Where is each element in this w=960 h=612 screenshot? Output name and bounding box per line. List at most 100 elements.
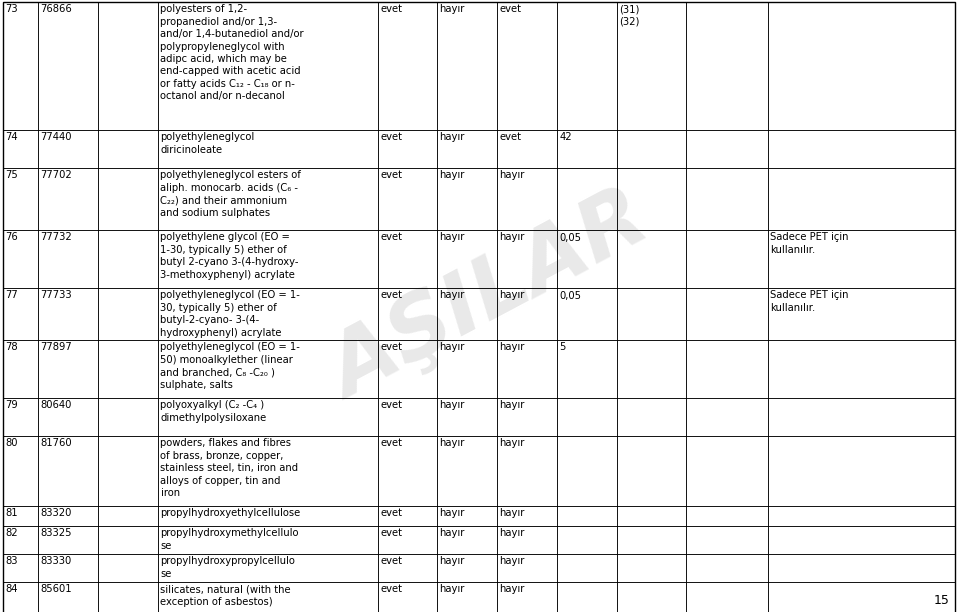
Bar bbox=[3, 398, 38, 436]
Text: hayır: hayır bbox=[499, 556, 525, 567]
Bar bbox=[557, 130, 617, 168]
Bar bbox=[497, 130, 557, 168]
Text: hayır: hayır bbox=[440, 400, 465, 411]
Text: hayır: hayır bbox=[499, 529, 525, 539]
Bar bbox=[158, 554, 378, 582]
Bar bbox=[686, 398, 768, 436]
Bar bbox=[557, 582, 617, 612]
Text: polyoxyalkyl (C₂ -C₄ )
dimethylpolysiloxane: polyoxyalkyl (C₂ -C₄ ) dimethylpolysilox… bbox=[160, 400, 267, 423]
Bar bbox=[3, 288, 38, 340]
Bar bbox=[437, 436, 497, 506]
Bar bbox=[98, 526, 158, 554]
Bar bbox=[768, 230, 955, 288]
Bar bbox=[686, 436, 768, 506]
Bar bbox=[768, 436, 955, 506]
Bar bbox=[437, 506, 497, 526]
Bar bbox=[557, 526, 617, 554]
Bar bbox=[378, 506, 437, 526]
Bar bbox=[768, 506, 955, 526]
Bar bbox=[686, 130, 768, 168]
Text: hayır: hayır bbox=[440, 133, 465, 143]
Bar bbox=[617, 168, 686, 230]
Text: 77702: 77702 bbox=[40, 171, 72, 181]
Text: propylhydroxypropylcellulo
se: propylhydroxypropylcellulo se bbox=[160, 556, 296, 579]
Text: evet: evet bbox=[380, 439, 402, 449]
Text: 82: 82 bbox=[6, 529, 18, 539]
Bar bbox=[497, 506, 557, 526]
Bar bbox=[686, 168, 768, 230]
Text: hayır: hayır bbox=[499, 439, 525, 449]
Text: 83320: 83320 bbox=[40, 509, 72, 518]
Bar bbox=[437, 2, 497, 130]
Text: polyesters of 1,2-
propanediol and/or 1,3-
and/or 1,4-butanediol and/or
polyprop: polyesters of 1,2- propanediol and/or 1,… bbox=[160, 4, 304, 102]
Bar bbox=[158, 168, 378, 230]
Text: hayır: hayır bbox=[499, 171, 525, 181]
Bar bbox=[437, 398, 497, 436]
Bar bbox=[38, 130, 98, 168]
Bar bbox=[3, 526, 38, 554]
Bar bbox=[158, 340, 378, 398]
Text: 0,05: 0,05 bbox=[560, 291, 582, 300]
Bar bbox=[98, 506, 158, 526]
Bar bbox=[617, 2, 686, 130]
Bar bbox=[38, 398, 98, 436]
Bar bbox=[38, 2, 98, 130]
Text: 5: 5 bbox=[560, 343, 565, 353]
Text: hayır: hayır bbox=[440, 291, 465, 300]
Text: 75: 75 bbox=[6, 171, 18, 181]
Bar bbox=[617, 230, 686, 288]
Bar bbox=[497, 554, 557, 582]
Text: 76: 76 bbox=[6, 233, 18, 242]
Bar bbox=[686, 288, 768, 340]
Bar bbox=[378, 398, 437, 436]
Bar bbox=[98, 436, 158, 506]
Text: 84: 84 bbox=[6, 584, 18, 594]
Text: evet: evet bbox=[380, 343, 402, 353]
Text: evet: evet bbox=[380, 556, 402, 567]
Text: hayır: hayır bbox=[440, 584, 465, 594]
Text: hayır: hayır bbox=[440, 233, 465, 242]
Bar bbox=[686, 506, 768, 526]
Text: 74: 74 bbox=[6, 133, 18, 143]
Bar bbox=[557, 436, 617, 506]
Bar bbox=[557, 554, 617, 582]
Text: 42: 42 bbox=[560, 133, 572, 143]
Bar bbox=[3, 130, 38, 168]
Bar bbox=[617, 582, 686, 612]
Bar bbox=[98, 130, 158, 168]
Bar bbox=[38, 554, 98, 582]
Bar bbox=[3, 168, 38, 230]
Text: Sadece PET için
kullanılır.: Sadece PET için kullanılır. bbox=[771, 291, 849, 313]
Bar bbox=[158, 526, 378, 554]
Text: evet: evet bbox=[380, 4, 402, 15]
Bar bbox=[38, 230, 98, 288]
Bar bbox=[617, 526, 686, 554]
Bar bbox=[437, 168, 497, 230]
Bar bbox=[3, 2, 38, 130]
Bar bbox=[437, 526, 497, 554]
Text: propylhydroxymethylcellulo
se: propylhydroxymethylcellulo se bbox=[160, 529, 299, 551]
Text: polyethyleneglycol (EO = 1-
30, typically 5) ether of
butyl-2-cyano- 3-(4-
hydro: polyethyleneglycol (EO = 1- 30, typicall… bbox=[160, 291, 300, 338]
Bar bbox=[98, 398, 158, 436]
Bar bbox=[3, 340, 38, 398]
Bar bbox=[617, 288, 686, 340]
Text: evet: evet bbox=[499, 133, 521, 143]
Bar bbox=[686, 230, 768, 288]
Text: 80: 80 bbox=[6, 439, 18, 449]
Bar bbox=[768, 526, 955, 554]
Text: 77440: 77440 bbox=[40, 133, 72, 143]
Bar bbox=[557, 2, 617, 130]
Bar bbox=[98, 2, 158, 130]
Text: hayır: hayır bbox=[440, 343, 465, 353]
Bar bbox=[686, 582, 768, 612]
Bar bbox=[497, 398, 557, 436]
Bar bbox=[557, 288, 617, 340]
Text: 83325: 83325 bbox=[40, 529, 72, 539]
Bar bbox=[378, 230, 437, 288]
Bar bbox=[497, 168, 557, 230]
Text: hayır: hayır bbox=[499, 509, 525, 518]
Bar bbox=[158, 506, 378, 526]
Bar bbox=[437, 554, 497, 582]
Bar bbox=[497, 340, 557, 398]
Text: polyethylene glycol (EO =
1-30, typically 5) ether of
butyl 2-cyano 3-(4-hydroxy: polyethylene glycol (EO = 1-30, typicall… bbox=[160, 233, 299, 280]
